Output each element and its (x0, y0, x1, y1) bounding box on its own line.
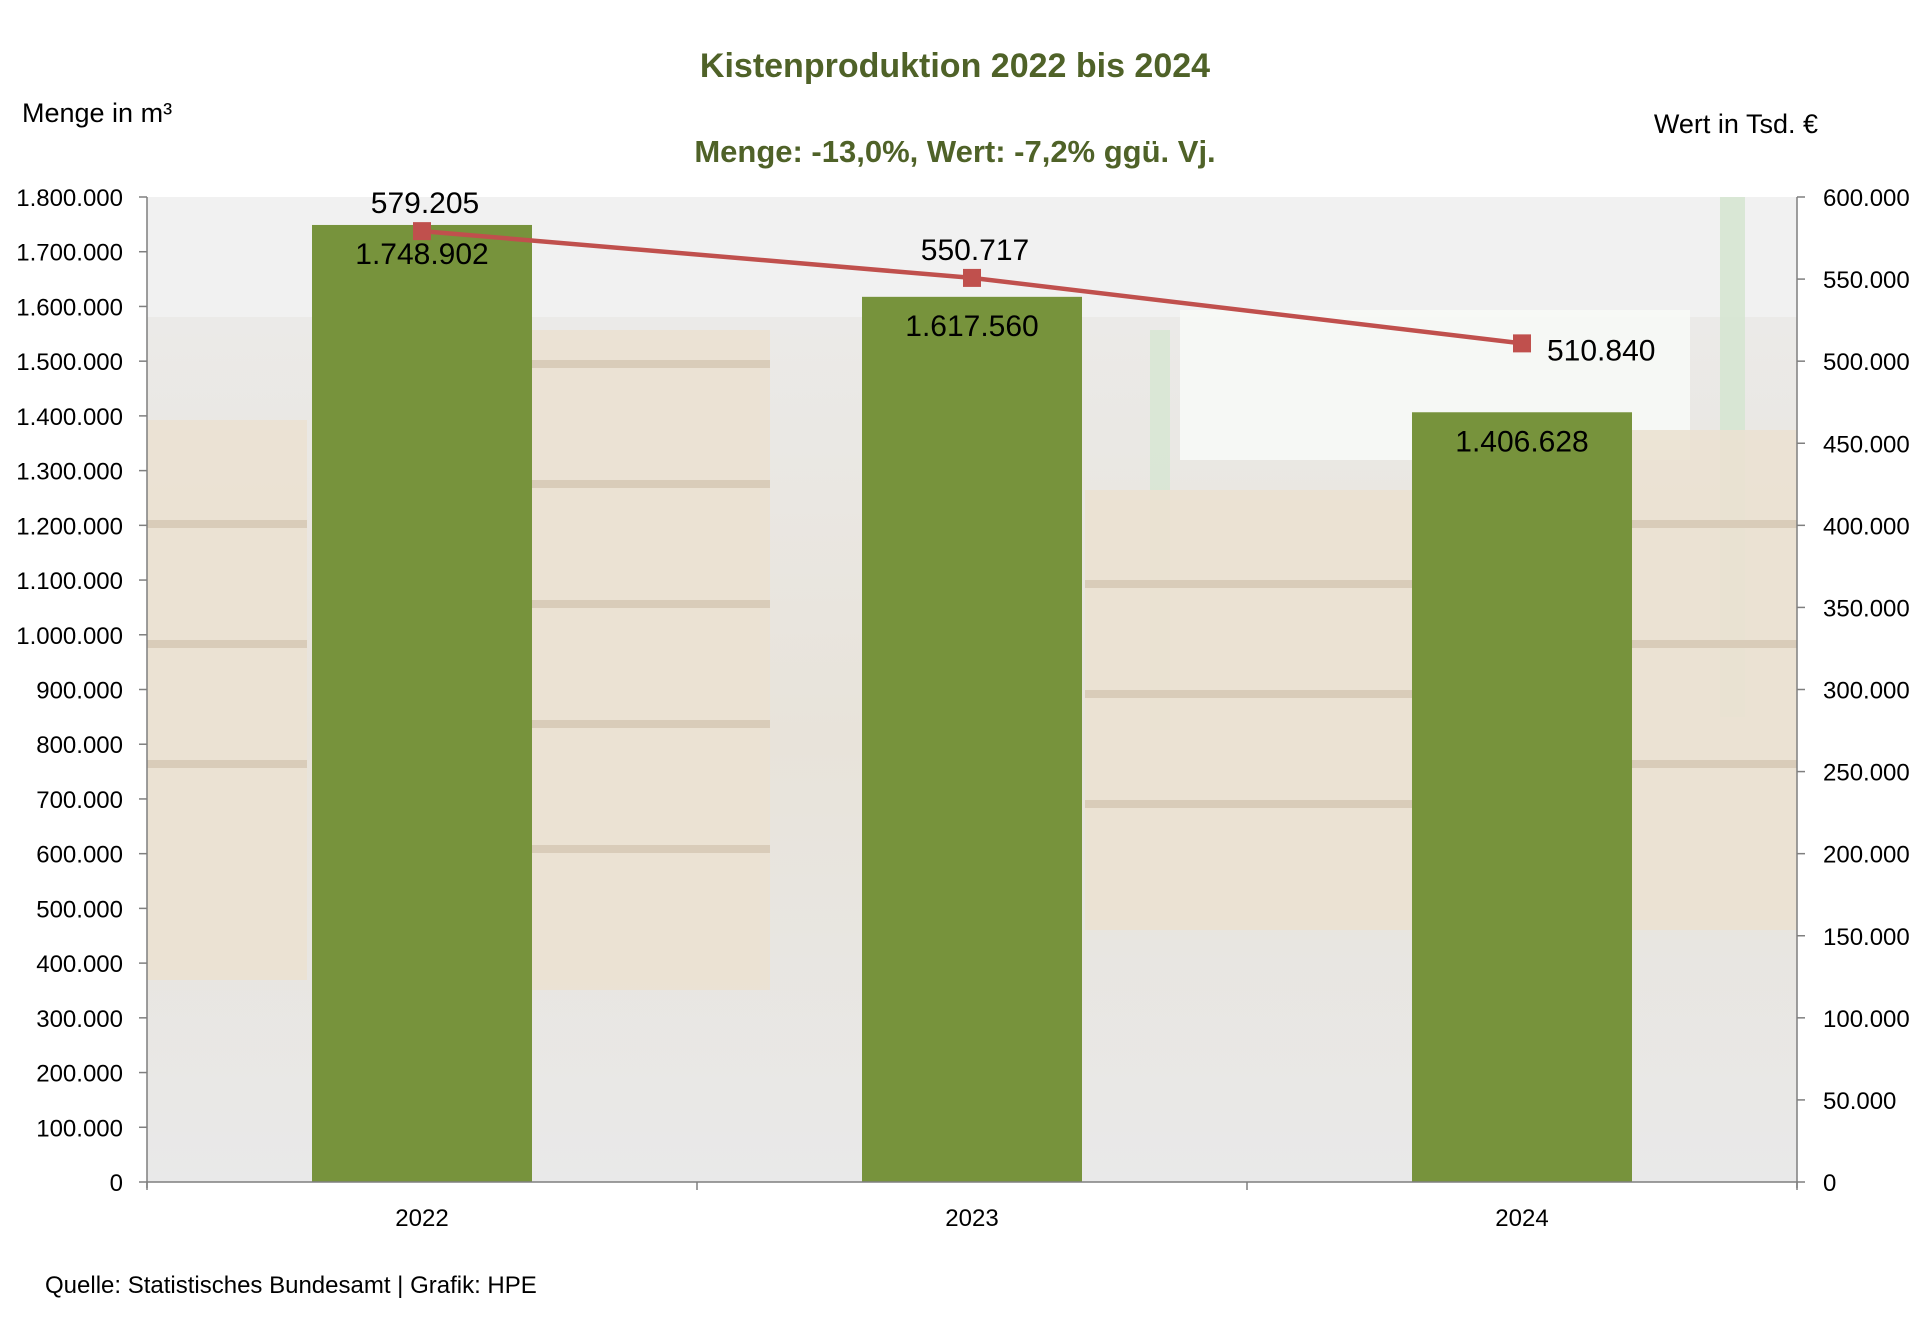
y-left-tick-label: 300.000 (36, 1006, 123, 1033)
value-marker-2022 (413, 222, 431, 241)
y-right-tick-label: 450.000 (1823, 431, 1910, 458)
chart-subtitle: Menge: -13,0%, Wert: -7,2% ggü. Vj. (694, 134, 1215, 169)
y-right-tick-label: 250.000 (1823, 760, 1910, 787)
y-right-tick-label: 500.000 (1823, 349, 1910, 376)
y-right-tick-label: 150.000 (1823, 924, 1910, 951)
y-left-tick-label: 200.000 (36, 1061, 123, 1088)
y-left-tick-label: 1.800.000 (16, 185, 123, 212)
line-value-label: 510.840 (1547, 334, 1655, 367)
bar-2023 (862, 296, 1082, 1183)
bar-2022 (312, 224, 532, 1182)
y-right-tick-label: 600.000 (1823, 185, 1910, 212)
data-labels: 1.748.902 1.617.560 1.406.628 579.205 550.71… (355, 187, 1655, 458)
value-marker-2023 (963, 268, 981, 287)
bar-series (312, 224, 1632, 1183)
y-left-tick-label: 1.200.000 (16, 513, 123, 540)
y-axis-left-ticks: 0 100.000 200.000 300.000 400.000 500.000 600.… (16, 185, 147, 1197)
y-left-tick-label: 700.000 (36, 787, 123, 814)
y-left-tick-label: 1.300.000 (16, 459, 123, 486)
y-axis-left-label: Menge in m³ (22, 98, 172, 128)
bar-value-label: 1.406.628 (1455, 425, 1588, 458)
line-value-label: 550.717 (921, 234, 1029, 267)
line-value-label: 579.205 (371, 187, 479, 220)
y-left-tick-label: 900.000 (36, 678, 123, 705)
axes (146, 197, 1798, 1188)
y-left-tick-label: 1.400.000 (16, 404, 123, 431)
bar-value-label: 1.617.560 (905, 310, 1038, 343)
y-left-tick-label: 400.000 (36, 951, 123, 978)
y-left-tick-label: 500.000 (36, 896, 123, 923)
y-left-tick-label: 1.500.000 (16, 349, 123, 376)
y-right-tick-label: 50.000 (1823, 1088, 1896, 1115)
y-left-tick-label: 100.000 (36, 1115, 123, 1142)
bar-2024 (1412, 412, 1632, 1182)
y-right-tick-label: 100.000 (1823, 1006, 1910, 1033)
chart-title: Kistenproduktion 2022 bis 2024 (700, 47, 1210, 85)
y-right-tick-label: 300.000 (1823, 678, 1910, 705)
y-left-tick-label: 1.700.000 (16, 240, 123, 267)
source-note: Quelle: Statistisches Bundesamt | Grafik… (45, 1272, 537, 1299)
x-tick-label: 2022 (395, 1205, 448, 1232)
y-left-tick-label: 1.600.000 (16, 294, 123, 321)
y-left-tick-label: 1.100.000 (16, 568, 123, 595)
x-axis-ticks: 2022 2023 2024 (146, 1182, 1798, 1232)
line-series (413, 222, 1531, 353)
x-tick-label: 2024 (1495, 1205, 1548, 1232)
y-right-tick-label: 350.000 (1823, 595, 1910, 622)
bar-value-label: 1.748.902 (355, 238, 488, 271)
y-right-tick-label: 200.000 (1823, 842, 1910, 869)
y-left-tick-label: 800.000 (36, 732, 123, 759)
x-tick-label: 2023 (945, 1205, 998, 1232)
value-marker-2024 (1513, 334, 1531, 353)
y-right-tick-label: 0 (1823, 1170, 1836, 1197)
y-axis-right-label: Wert in Tsd. € (1654, 109, 1818, 139)
y-left-tick-label: 600.000 (36, 842, 123, 869)
y-right-tick-label: 400.000 (1823, 513, 1910, 540)
y-axis-right-ticks: 0 50.000 100.000 150.000 200.000 250.000 300.0… (1797, 185, 1910, 1197)
y-right-tick-label: 550.000 (1823, 267, 1910, 294)
y-left-tick-label: 0 (110, 1170, 123, 1197)
y-left-tick-label: 1.000.000 (16, 623, 123, 650)
